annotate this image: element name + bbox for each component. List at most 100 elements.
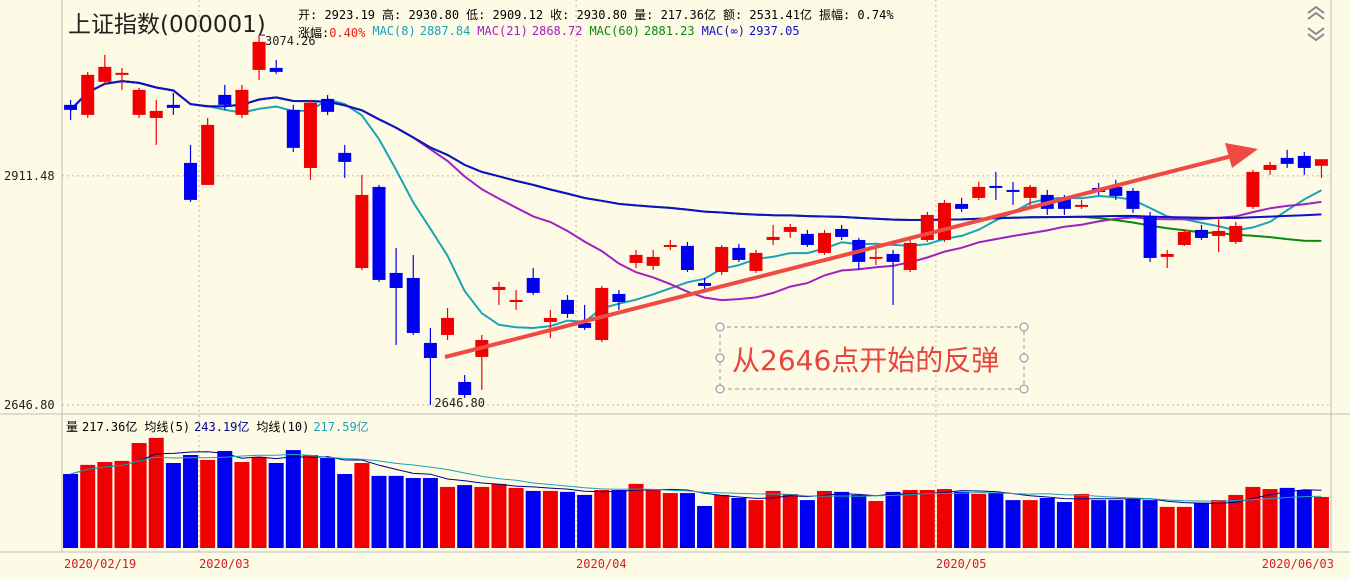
candle-body [543,317,557,322]
volume-bar [542,490,558,548]
volume-bar [251,456,267,548]
volume-legend: 量 217.36亿 [66,418,137,435]
candle-body [252,41,266,70]
volume-label: 均线(5) [144,420,191,434]
candle-body [1143,215,1157,258]
volume-bar [388,475,404,548]
volume-bar [697,505,713,548]
candle-body [835,228,849,237]
text-box[interactable]: 从2646点开始的反弹 [715,322,1029,394]
ma-value: 2881.23 [644,24,695,38]
candle-body [937,202,951,240]
x-tick-label: 2020/06/03 [1262,557,1334,571]
volume-bar [1262,489,1278,548]
candle-body [235,89,249,115]
volume-bar [834,491,850,548]
candle-body [423,342,437,358]
volume-bar [165,462,181,548]
volume-label: 量 [66,420,79,434]
handle[interactable] [715,384,725,394]
scroll-buttons[interactable] [1307,5,1325,42]
y-tick-label: 2646.80 [4,398,55,412]
volume-bar [1142,500,1158,548]
change-label: 涨幅: [298,26,330,40]
volume-bar [371,475,387,548]
candle-body [903,242,917,270]
scroll-down[interactable] [1307,33,1325,42]
volume-bar [1108,500,1124,548]
candle-body [132,89,146,115]
ma-legend: MAC(60) 2881.23 [589,24,694,41]
candle-body [166,104,180,108]
ma-name: MAC(∞) [701,24,745,38]
candle-body [458,381,472,396]
volume-bar [1296,489,1312,548]
candle-body [389,272,403,288]
volume-bar [63,474,79,548]
x-tick-label: 2020/03 [199,557,250,571]
handle[interactable] [1019,322,1029,332]
ma-name: MAC(8) [372,24,416,38]
candle-body [492,286,506,290]
candle-body [1023,186,1037,198]
volume-bar [731,497,747,548]
quote-item: 高: 2930.80 [382,8,460,22]
candle-body [972,186,986,198]
volume-bar [559,491,575,548]
handle[interactable] [715,322,725,332]
candle-body [732,247,746,260]
quote-item: 额: 2531.41亿 [722,8,812,22]
scroll-up[interactable] [1307,11,1325,20]
ma-value: 2868.72 [531,24,583,38]
candle-body [303,102,317,168]
volume-bar [457,485,473,548]
candle-body [201,124,215,185]
ma-value: 2937.05 [748,24,800,38]
scroll-down[interactable] [1307,27,1325,36]
candle-body [1314,159,1328,166]
volume-bar [1176,506,1192,548]
volume-value: 243.19亿 [194,420,250,434]
volume-value: 217.36亿 [82,420,138,434]
candle-body [355,194,369,268]
candle-body [766,236,780,240]
candle-body [680,245,694,270]
volume-bar [1228,494,1244,548]
high-label: 3074.26 [265,34,316,48]
ma-legend: MAC(∞) 2937.05 [702,24,800,41]
volume-label: 均线(10) [256,420,310,434]
candle-body [1126,190,1140,209]
volume-bar [508,487,524,548]
handle[interactable] [1019,384,1029,394]
volume-bar [302,455,318,548]
change-group: 涨幅:0.40% [298,24,365,41]
handle[interactable] [715,353,725,363]
y-tick-label: 2911.48 [4,169,55,183]
volume-bar [1022,500,1038,548]
candle-body [989,185,1003,188]
ma-line [69,80,1322,330]
volume-bar [679,493,695,548]
candle-body [149,110,163,118]
scroll-up[interactable] [1307,5,1325,14]
volume-bar [268,462,284,548]
candle-body [321,98,335,112]
quote-item: 收: 2930.80 [550,8,628,22]
volume-bar [936,489,952,548]
volume-bar [1005,500,1021,548]
candle-body [955,203,969,209]
quote-item: 低: 2909.12 [466,8,544,22]
arrow-line [444,154,1233,359]
volume-bar [474,486,490,548]
candle-body [1057,197,1071,209]
volume-bar [80,464,96,548]
volume-bar [594,489,610,548]
candle-body [663,244,677,247]
ma-legend: MAC(21) 2868.72 [477,24,582,41]
volume-bar [405,478,421,548]
candle-body [749,252,763,271]
candle-body [715,246,729,272]
volume-bar [714,494,730,548]
candle-body [800,233,814,245]
handle[interactable] [1019,353,1029,363]
